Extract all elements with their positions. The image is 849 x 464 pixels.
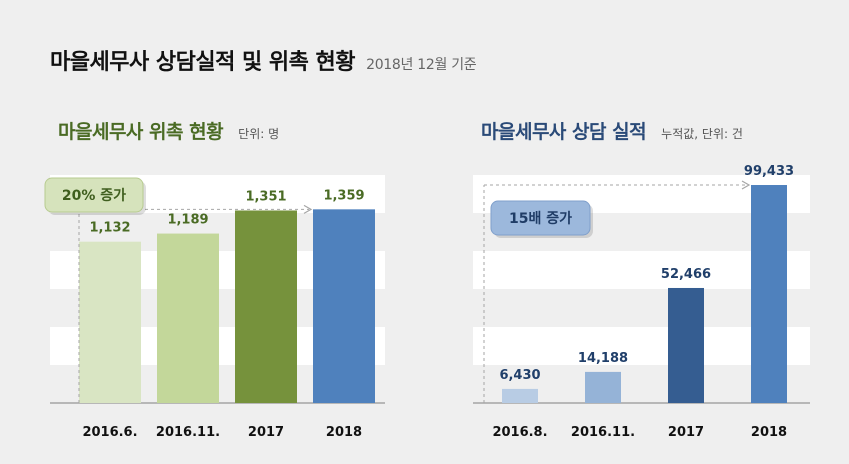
growth-callout-label: 20% 증가 <box>62 188 126 204</box>
x-tick-label: 2018 <box>326 425 362 440</box>
bar-2018 <box>751 185 787 403</box>
growth-callout-label: 15배 증가 <box>509 211 572 227</box>
growth-guide-arrowhead <box>741 180 751 190</box>
x-tick-label: 2016.11. <box>571 425 635 440</box>
x-tick-label: 2018 <box>751 425 787 440</box>
growth-callout <box>490 200 591 236</box>
left-chart-title: 마을세무사 위촉 현황 <box>58 121 224 143</box>
growth-callout <box>44 177 144 213</box>
bar-2016.11. <box>585 371 621 403</box>
x-tick-label: 2016.8. <box>492 425 547 440</box>
chart-0: 1,132 1,189 1,351 1,359 2016.6. 2016.11. 2017 2… <box>44 175 385 440</box>
value-label: 1,132 <box>89 221 130 236</box>
right-chart-header: 마을세무사 상담 실적 누적값, 단위: 건 <box>481 117 743 144</box>
page-subtitle: 2018년 12월 기준 <box>366 57 477 73</box>
value-label: 1,189 <box>167 213 208 228</box>
x-tick-label: 2017 <box>248 425 284 440</box>
bar-2017 <box>668 287 704 403</box>
bar-2017 <box>235 210 297 403</box>
value-label: 99,433 <box>744 164 794 179</box>
right-chart-unit: 누적값, 단위: 건 <box>661 127 743 141</box>
value-label: 52,466 <box>661 267 711 282</box>
value-label: 6,430 <box>499 368 540 383</box>
chart-1: 6,430 14,188 52,466 99,433 2016.8. 2016.11. 20… <box>473 164 810 440</box>
x-tick-label: 2017 <box>668 425 704 440</box>
x-tick-label: 2016.6. <box>82 425 137 440</box>
left-chart-unit: 단위: 명 <box>238 127 280 141</box>
left-chart-header: 마을세무사 위촉 현황 단위: 명 <box>58 117 279 144</box>
growth-guide-arrowhead <box>303 204 313 214</box>
bar-2016.11. <box>157 233 219 403</box>
bar-2018 <box>313 209 375 403</box>
value-label: 1,351 <box>245 189 286 204</box>
value-label: 14,188 <box>578 351 628 366</box>
page-title: 마을세무사 상담실적 및 위촉 현황 <box>50 50 356 75</box>
x-tick-label: 2016.11. <box>156 425 220 440</box>
page-title-row: 마을세무사 상담실적 및 위촉 현황 2018년 12월 기준 <box>50 44 477 76</box>
right-chart-title: 마을세무사 상담 실적 <box>481 121 647 143</box>
bar-2016.8. <box>502 388 538 403</box>
value-label: 1,359 <box>323 188 364 203</box>
bar-2016.6. <box>79 241 141 403</box>
